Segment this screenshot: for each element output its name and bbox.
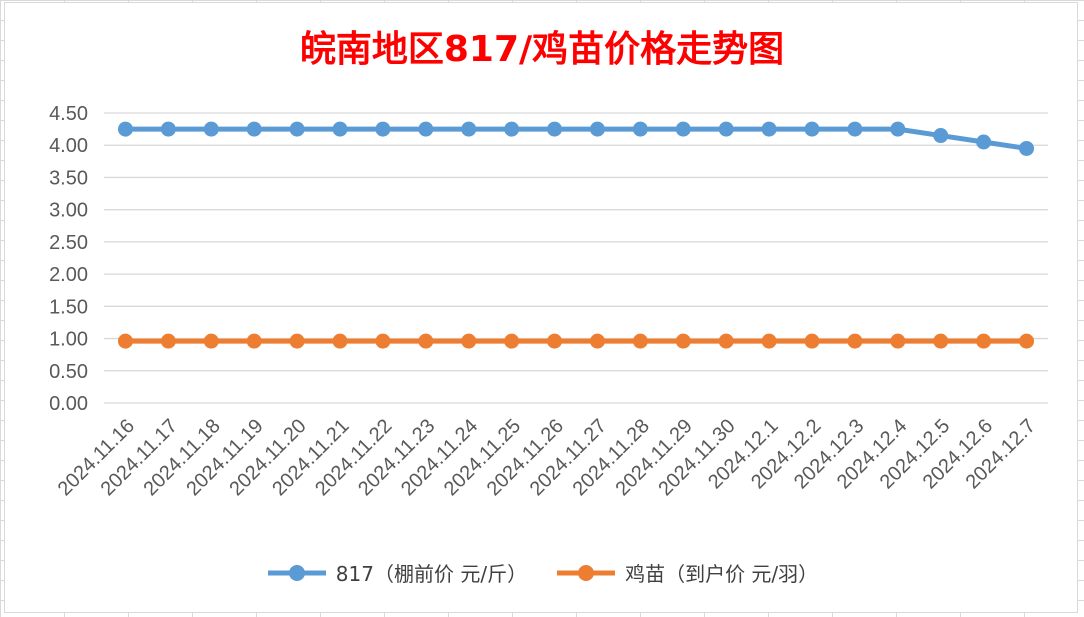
series-2-point [504,333,520,349]
series-2-point [675,333,691,349]
series-1-point [332,121,348,137]
series-1-point [504,121,520,137]
series-2-point [246,333,262,349]
y-tick-label: 2.00 [49,264,88,286]
gridlines [104,112,1048,404]
series-1-point [933,128,949,144]
series-2-point [890,333,906,349]
series-2-point [160,333,176,349]
series-2-point [761,333,777,349]
series-1-point [461,121,477,137]
x-axis-tick-labels: 2024.11.162024.11.172024.11.182024.11.19… [54,415,1040,500]
series-1-point [375,121,391,137]
series-1-point [589,121,605,137]
series-1-point [761,121,777,137]
series-1-point [289,121,305,137]
series-2-point [375,333,391,349]
y-tick-label: 4.00 [49,135,88,157]
series-2-point [933,333,949,349]
y-tick-label: 0.50 [49,361,88,383]
series-2-point [418,333,434,349]
series-1-point [246,121,262,137]
series-1-point [1019,140,1035,156]
y-tick-label: 3.50 [49,167,88,189]
series-2-point [547,333,563,349]
series-1-point [418,121,434,137]
series-2-point [289,333,305,349]
series-1-point [160,121,176,137]
series-1-point [718,121,734,137]
legend-item-series-1: 817（棚前价 元/斤） [266,558,527,587]
series-1-point [547,121,563,137]
series-2-point [718,333,734,349]
series-2-point [804,333,820,349]
legend-marker-series-1 [267,564,326,581]
series-1-point [675,121,691,137]
chart-title: 皖南地区817/鸡苗价格走势图 [299,29,785,70]
series-1-point [890,121,906,137]
series-2-point [117,333,133,349]
series-1-point [203,121,219,137]
series-1-point [847,121,863,137]
series-line-1 [122,126,1030,151]
legend-item-series-2: 鸡苗（到户价 元/羽） [555,558,818,587]
series-2-point [332,333,348,349]
series-1-point [632,121,648,137]
legend: 817（棚前价 元/斤） 鸡苗（到户价 元/羽） [0,558,1084,587]
series-2-point [632,333,648,349]
series-2-point [589,333,605,349]
y-tick-label: 4.50 [49,103,88,125]
y-axis-tick-labels: 0.00 0.50 1.00 1.50 2.00 2.50 3.00 3.50 4.00 4.50 [49,103,88,415]
y-tick-label: 2.50 [49,232,88,254]
series-2-point [1019,333,1035,349]
y-tick-label: 3.00 [49,200,88,222]
legend-label-series-1: 817（棚前价 元/斤） [335,562,528,586]
series-2-point [203,333,219,349]
series-1-point [117,121,133,137]
series-layer [117,121,1035,349]
chart-area[interactable] [4,2,1078,613]
y-tick-label: 1.50 [49,296,88,318]
series-2-point [847,333,863,349]
series-2-point [976,333,992,349]
legend-marker-series-2 [557,564,616,581]
y-tick-label: 0.00 [49,393,88,415]
legend-label-series-2: 鸡苗（到户价 元/羽） [625,562,819,586]
y-tick-label: 1.00 [49,329,88,351]
series-1-point [804,121,820,137]
series-2-point [461,333,477,349]
series-1-point [976,134,992,150]
